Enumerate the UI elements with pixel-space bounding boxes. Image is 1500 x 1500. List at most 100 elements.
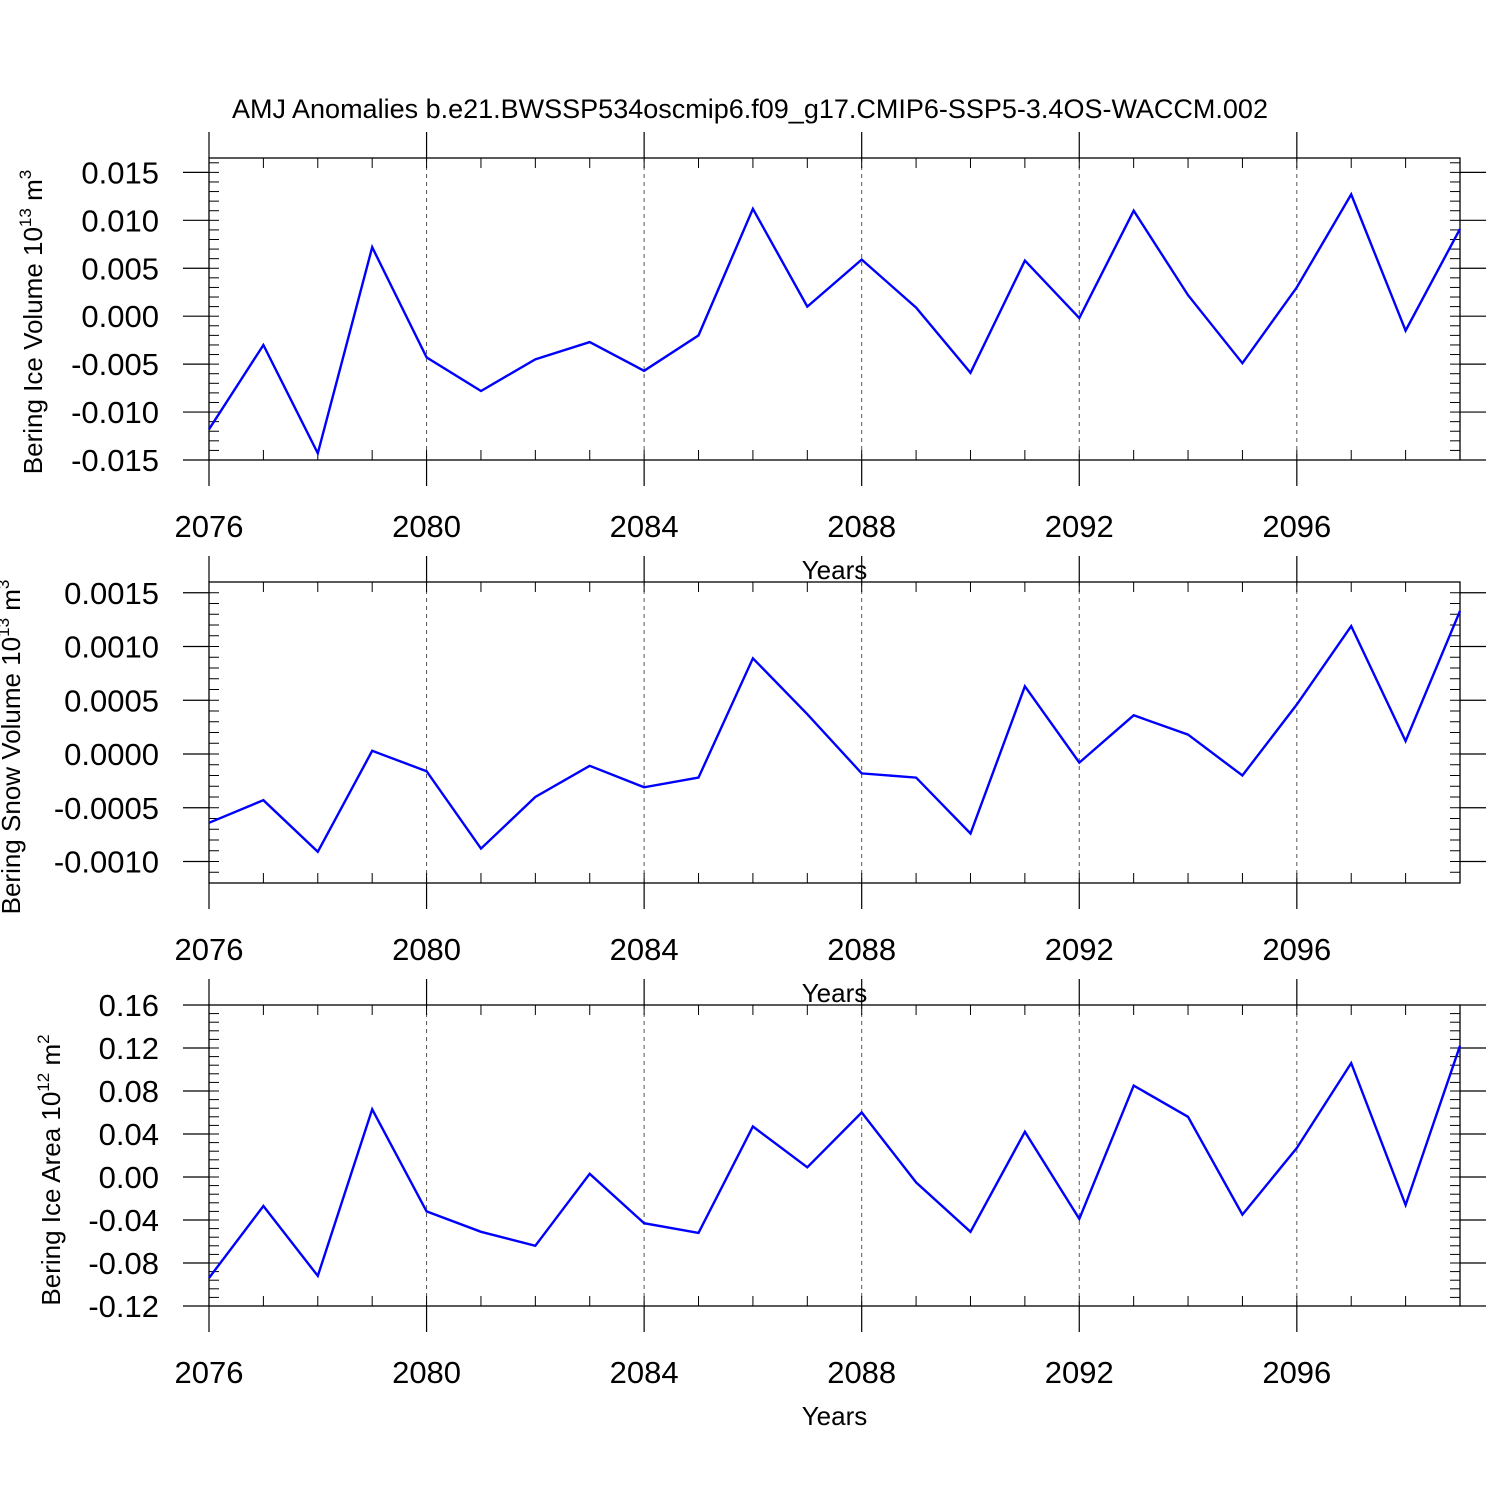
data-point bbox=[696, 1230, 702, 1236]
data-point bbox=[696, 332, 702, 338]
y-tick-label: -0.010 bbox=[71, 395, 159, 430]
y-tick-label: 0.0010 bbox=[64, 630, 159, 665]
data-point bbox=[532, 794, 538, 800]
series-line bbox=[208, 1045, 1462, 1279]
y-tick-label: 0.010 bbox=[81, 203, 159, 238]
y-tick-label: 0.015 bbox=[81, 155, 159, 190]
series-line bbox=[208, 610, 1462, 854]
data-point bbox=[1457, 226, 1463, 232]
data-point bbox=[1239, 773, 1245, 779]
y-tick-label: -0.08 bbox=[88, 1246, 159, 1281]
data-point bbox=[859, 770, 865, 776]
data-point bbox=[1131, 712, 1137, 718]
data-point bbox=[967, 370, 973, 376]
data-point bbox=[369, 748, 375, 754]
data-point bbox=[478, 1229, 484, 1235]
data-point bbox=[750, 655, 756, 661]
data-point bbox=[260, 1203, 266, 1209]
data-point bbox=[1185, 732, 1191, 738]
y-tick-label: 0.005 bbox=[81, 251, 159, 286]
plot-frame bbox=[208, 157, 1461, 461]
data-point bbox=[750, 206, 756, 212]
data-point bbox=[1076, 1216, 1082, 1222]
data-point bbox=[967, 831, 973, 837]
data-point bbox=[967, 1229, 973, 1235]
data-point bbox=[1294, 702, 1300, 708]
y-tick-label: -0.005 bbox=[71, 347, 159, 382]
chart-title: AMJ Anomalies b.e21.BWSSP534oscmip6.f09_… bbox=[232, 94, 1268, 124]
data-point bbox=[1239, 360, 1245, 366]
y-tick-label: -0.04 bbox=[88, 1203, 159, 1238]
y-tick-label: 0.16 bbox=[99, 988, 159, 1023]
data-point bbox=[1457, 608, 1463, 614]
data-point bbox=[750, 1123, 756, 1129]
data-point bbox=[1185, 1114, 1191, 1120]
x-tick-label: 2080 bbox=[392, 932, 461, 967]
data-point bbox=[532, 356, 538, 362]
data-point bbox=[1076, 760, 1082, 766]
x-tick-label: 2084 bbox=[610, 1355, 679, 1390]
x-tick-label: 2092 bbox=[1045, 932, 1114, 967]
y-tick-label: 0.00 bbox=[99, 1160, 159, 1195]
data-point bbox=[859, 257, 865, 263]
data-point bbox=[913, 305, 919, 311]
data-point bbox=[260, 797, 266, 803]
data-point bbox=[804, 304, 810, 310]
data-point bbox=[1022, 258, 1028, 264]
data-point bbox=[1294, 284, 1300, 290]
data-point bbox=[1403, 328, 1409, 334]
panel-1: 2076 2080 2084 2088 2092 2096 -0.015 -0.010 -0.0… bbox=[16, 132, 1486, 585]
x-axis-label: Years bbox=[802, 555, 868, 585]
data-point bbox=[913, 775, 919, 781]
data-point bbox=[804, 711, 810, 717]
y-tick-label: -0.12 bbox=[88, 1289, 159, 1324]
x-axis-label: Years bbox=[802, 1401, 868, 1431]
data-point bbox=[260, 342, 266, 348]
x-tick-label: 2088 bbox=[827, 1355, 896, 1390]
data-point bbox=[1022, 683, 1028, 689]
x-tick-label: 2076 bbox=[175, 1355, 244, 1390]
data-point bbox=[532, 1243, 538, 1249]
data-point bbox=[1294, 1145, 1300, 1151]
data-point bbox=[369, 244, 375, 250]
x-tick-label: 2080 bbox=[392, 1355, 461, 1390]
plot-frame bbox=[208, 1004, 1461, 1307]
data-point bbox=[1076, 315, 1082, 321]
data-point bbox=[696, 775, 702, 781]
data-point bbox=[206, 1275, 212, 1281]
x-tick-label: 2092 bbox=[1045, 1355, 1114, 1390]
data-point bbox=[913, 1179, 919, 1185]
y-tick-label: 0.000 bbox=[81, 299, 159, 334]
series-line bbox=[207, 191, 1462, 457]
data-point bbox=[315, 849, 321, 855]
x-tick-label: 2076 bbox=[175, 509, 244, 544]
data-point bbox=[1022, 1129, 1028, 1135]
x-tick-label: 2096 bbox=[1262, 509, 1331, 544]
y-tick-label: -0.015 bbox=[71, 443, 159, 478]
data-point bbox=[315, 450, 321, 456]
data-point bbox=[641, 368, 647, 374]
data-point bbox=[1239, 1212, 1245, 1218]
y-tick-label: 0.08 bbox=[99, 1074, 159, 1109]
y-tick-label: 0.12 bbox=[99, 1031, 159, 1066]
data-point bbox=[1403, 738, 1409, 744]
y-axis-label: Bering Ice Volume 1013 m3 bbox=[16, 170, 48, 474]
data-point bbox=[424, 768, 430, 774]
x-tick-label: 2080 bbox=[392, 509, 461, 544]
data-point bbox=[859, 1110, 865, 1116]
data-point bbox=[206, 426, 212, 432]
y-tick-label: 0.04 bbox=[99, 1117, 159, 1152]
data-point bbox=[1131, 1083, 1137, 1089]
data-point bbox=[587, 763, 593, 769]
data-point bbox=[1131, 208, 1137, 214]
data-point bbox=[478, 846, 484, 852]
data-point bbox=[641, 1220, 647, 1226]
x-tick-label: 2088 bbox=[827, 932, 896, 967]
y-tick-label: 0.0015 bbox=[64, 576, 159, 611]
x-tick-label: 2096 bbox=[1262, 1355, 1331, 1390]
data-point bbox=[1185, 292, 1191, 298]
data-point bbox=[1403, 1202, 1409, 1208]
data-point bbox=[315, 1273, 321, 1279]
panel-2: 2076 2080 2084 2088 2092 2096 -0.0010 -0.0005 0.… bbox=[0, 556, 1486, 1008]
